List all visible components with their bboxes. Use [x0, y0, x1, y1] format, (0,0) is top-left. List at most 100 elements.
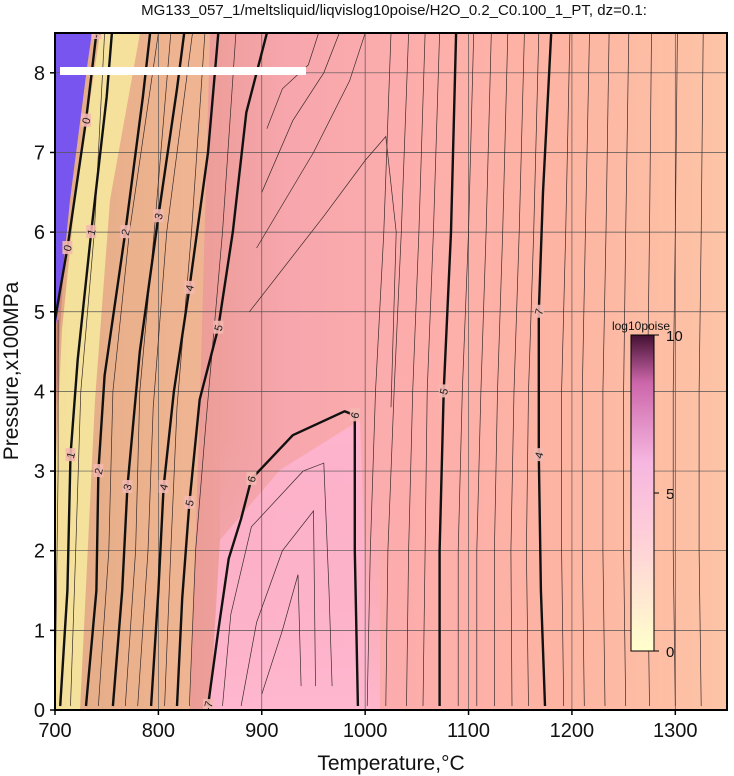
contour-labels: 0 1 2 3 4 5 6 5 4 6 5 4 3 2 1 0 -1 -7 7: [62, 27, 546, 713]
x-axis-ticks: 700 800 900 1000 1100 1200 1300: [38, 710, 698, 742]
thin-contour-20: [494, 33, 509, 706]
thin-contour-7: [222, 462, 333, 707]
thin-contour-26: [623, 33, 630, 707]
contour-label-5: 5: [213, 323, 226, 332]
colorbar-tick-label-2: 10: [666, 328, 683, 345]
y-tick-label-7: 7: [34, 142, 45, 164]
y-tick-label-1: 1: [34, 620, 45, 642]
contour-label-bg-17: [203, 699, 214, 710]
contour-label-11: 4: [184, 284, 197, 293]
y-tick-label-3: 3: [34, 461, 45, 483]
thin-contour-28: [672, 33, 678, 707]
thin-contour-16: [406, 33, 426, 707]
thin-contour-24: [581, 33, 590, 707]
x-axis-label: Temperature,°C: [317, 752, 464, 775]
contour-label-17: -7: [202, 700, 216, 713]
contour-label-10: 5: [184, 499, 197, 508]
thin-contour-14: [366, 33, 392, 707]
bold-contour-5-5: [175, 33, 269, 707]
y-axis-label: Pressure,x100MPa: [0, 281, 23, 460]
thin-contour-22: [526, 33, 540, 707]
thin-contour-21: [510, 33, 525, 707]
thin-contour-25: [602, 33, 610, 707]
contour-label-bg-3: [122, 479, 133, 493]
bold-contour-1-1: [59, 33, 114, 707]
x-tick-label-3: 1000: [343, 720, 388, 742]
contour-label-4: 4: [158, 483, 171, 492]
colorbar-ticks: 0 5 10: [654, 328, 683, 661]
y-tick-label-8: 8: [34, 63, 45, 85]
contour-label-bg-14: [86, 225, 97, 239]
thin-contour-19: [476, 33, 492, 706]
contour-label-13: 2: [120, 228, 133, 237]
contour-label-16: -1: [90, 27, 104, 40]
y-tick-label-6: 6: [34, 222, 45, 244]
contour-label-1: 1: [65, 451, 78, 460]
contour-label-15: 0: [62, 244, 75, 253]
contour-label-bg-13: [120, 225, 131, 239]
x-tick-label-4: 1100: [447, 720, 490, 742]
contour-label-14: 1: [86, 228, 99, 237]
contour-label-9: 6: [349, 411, 362, 420]
thin-contour-0: [55, 319, 59, 707]
thin-contour-15: [385, 33, 409, 707]
contour-label-bg-2: [93, 464, 104, 478]
contour-label-0: 0: [80, 116, 93, 125]
thin-contour-9: [261, 574, 302, 695]
thin-contour-2: [98, 33, 159, 707]
thin-contour-17: [422, 33, 440, 707]
contour-label-bg-10: [184, 495, 195, 509]
contour-label-bg-4: [158, 479, 169, 493]
contour-label-bg-1: [65, 448, 76, 462]
contour-label-bg-18: [533, 304, 544, 318]
thin-contour-5: [164, 33, 206, 707]
thin-contour-13: [249, 135, 397, 408]
bold-contour-4-8: [537, 33, 553, 707]
y-axis-ticks: 0 1 2 3 4 5 6 7 8: [34, 63, 55, 722]
thin-contour-4: [137, 33, 193, 707]
thin-contour-8: [240, 509, 316, 707]
y-tick-label-0: 0: [34, 700, 45, 722]
contour-label-bg-15: [62, 241, 73, 255]
x-tick-label-2: 900: [245, 720, 278, 742]
chart-title: MG133_057_1/meltsliquid/liqvislog10poise…: [141, 2, 647, 19]
contour-label-bg-8: [533, 448, 544, 462]
thin-contour-11: [261, 33, 340, 193]
colorbar: log10poise 0 5 10: [612, 319, 683, 661]
x-tick-label-0: 700: [38, 720, 71, 742]
colorbar-tick-label-1: 5: [666, 486, 674, 503]
contour-label-bg-9: [349, 408, 360, 422]
colorbar-bar: [630, 334, 655, 652]
thin-contour-10: [266, 33, 319, 129]
x-tick-label-5: 1200: [550, 720, 595, 742]
contour-label-bg-5: [213, 320, 224, 334]
contour-label-2: 2: [93, 467, 106, 476]
thin-contour-18: [457, 33, 475, 706]
contour-label-bg-7: [438, 384, 449, 398]
contour-label-bg-12: [153, 209, 164, 223]
colorbar-tick-label-0: 0: [666, 644, 674, 661]
bold-contour-3-3: [111, 33, 186, 707]
thin-contours: [55, 33, 704, 707]
thin-contour-29: [698, 33, 704, 707]
bold-contour-2-2: [84, 33, 152, 707]
contour-label-3: 3: [122, 483, 135, 492]
contour-label-bg-0: [81, 113, 92, 127]
y-tick-label-4: 4: [34, 381, 45, 403]
contour-label-6: 6: [246, 475, 259, 484]
field-purple-region: [55, 33, 92, 330]
x-tick-label-1: 800: [142, 720, 175, 742]
contour-label-7: 5: [438, 387, 451, 396]
x-tick-label-6: 1300: [653, 720, 698, 742]
thin-contour-6: [189, 33, 237, 707]
top-white-band: [60, 67, 306, 75]
bold-contour-6-6: [206, 410, 360, 707]
thin-contour-3: [124, 33, 172, 707]
colorbar-title: log10poise: [612, 319, 670, 333]
contour-label-12: 3: [153, 212, 166, 221]
thin-contour-12: [256, 33, 366, 249]
contour-label-bg-16: [91, 33, 102, 39]
bold-contour-0-0: [55, 33, 98, 320]
